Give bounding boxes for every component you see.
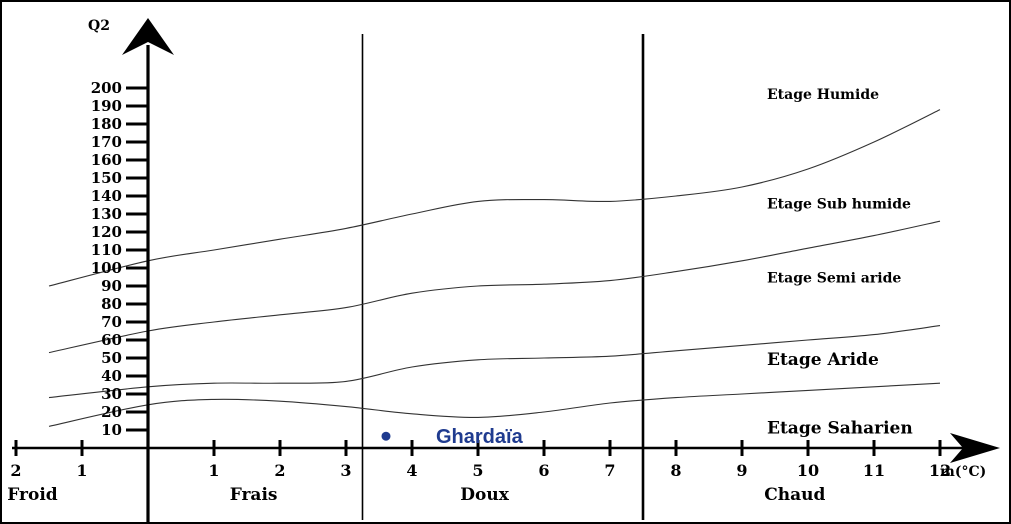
y-tick-label: 190 (91, 97, 122, 115)
x-tick-label: 7 (604, 461, 615, 480)
stage-label: Etage Humide (767, 87, 879, 103)
y-tick-label: 30 (101, 385, 122, 403)
y-tick-label: 20 (101, 403, 122, 421)
x-tick-label: 5 (472, 461, 483, 480)
x-tick-label: 11 (863, 461, 885, 480)
y-axis-arrow-icon (122, 18, 174, 55)
x-tick-label: 12 (929, 461, 951, 480)
x-axis-arrow-icon (950, 433, 1000, 463)
x-tick-label: 1 (76, 461, 87, 480)
x-tick-label: 2 (274, 461, 285, 480)
y-tick-label: 100 (91, 259, 122, 277)
stage-label: Etage Sub humide (767, 197, 911, 213)
y-tick-label: 90 (101, 277, 122, 295)
x-tick-label: 6 (538, 461, 549, 480)
y-tick-label: 160 (91, 151, 122, 169)
y-tick-label: 180 (91, 115, 122, 133)
y-tick-label: 120 (91, 223, 122, 241)
stage-boundary-line (48, 220, 941, 354)
station-label: Ghardaïa (436, 426, 524, 448)
zone-label: Doux (460, 485, 509, 505)
stage-label: Etage Aride (767, 350, 879, 370)
y-tick-label: 170 (91, 133, 122, 151)
y-tick-label: 50 (101, 349, 122, 367)
x-tick-label: 2 (10, 461, 21, 480)
y-tick-label: 140 (91, 187, 122, 205)
y-tick-label: 150 (91, 169, 122, 187)
x-tick-label: 10 (797, 461, 819, 480)
zone-label: Frais (230, 485, 278, 505)
stage-label: Etage Semi aride (767, 270, 901, 286)
y-tick-label: 80 (101, 295, 122, 313)
y-tick-label: 110 (91, 241, 122, 259)
x-tick-label: 4 (406, 461, 417, 480)
y-tick-label: 70 (101, 313, 122, 331)
stage-boundary-line (48, 109, 941, 287)
x-tick-label: 3 (340, 461, 351, 480)
y-tick-label: 60 (101, 331, 122, 349)
y-tick-label: 130 (91, 205, 122, 223)
zone-label: Froid (7, 485, 58, 505)
zone-label: Chaud (764, 485, 825, 505)
y-tick-label: 40 (101, 367, 122, 385)
x-tick-label: 9 (736, 461, 747, 480)
station-point (381, 431, 391, 441)
x-axis-label: m(°C) (940, 464, 986, 480)
y-axis-label: Q2 (88, 18, 110, 34)
y-tick-label: 10 (101, 421, 122, 439)
stage-boundary-line (48, 325, 941, 399)
y-tick-label: 200 (91, 79, 122, 97)
stage-label: Etage Saharien (767, 419, 913, 439)
x-tick-label: 1 (208, 461, 219, 480)
stage-boundary-line (48, 382, 941, 427)
x-tick-label: 8 (670, 461, 681, 480)
